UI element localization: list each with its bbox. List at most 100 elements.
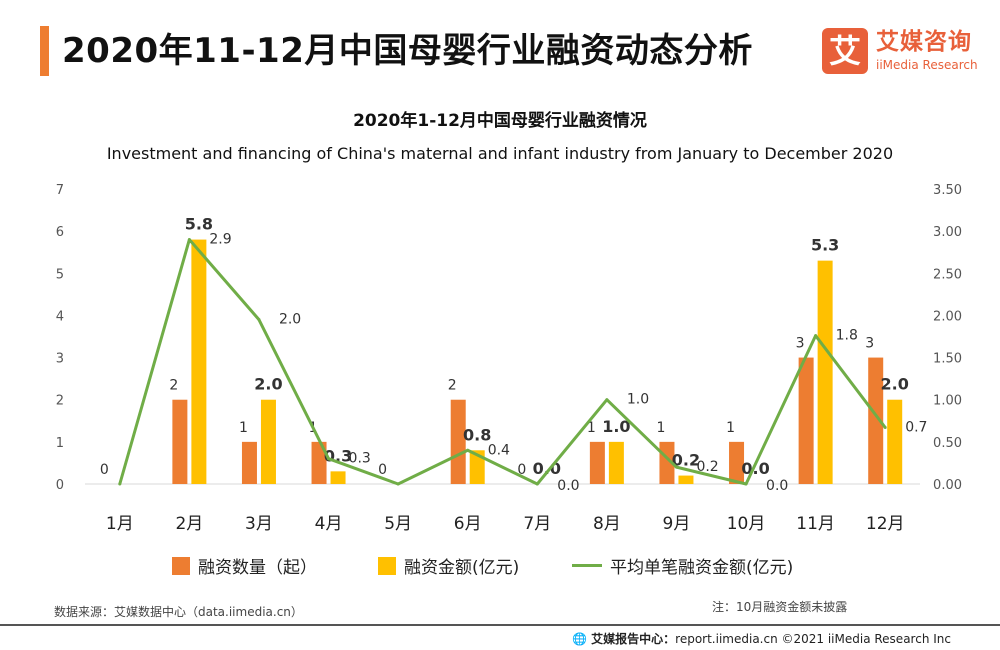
count-data-label: 1: [587, 420, 596, 436]
footer-credit: 🌐 艾媒报告中心：report.iimedia.cn ©2021 iiMedia…: [572, 630, 951, 647]
amount-data-label: 0.0: [741, 459, 769, 478]
count-data-label: 1: [656, 420, 665, 436]
average-amount-point: [744, 482, 748, 486]
legend-item-average: 平均单笔融资金额(亿元): [572, 553, 793, 578]
average-amount-point: [466, 448, 470, 452]
count-data-label: 3: [865, 336, 874, 352]
count-bar: [729, 441, 745, 484]
x-axis-tick-label: 10月: [727, 514, 766, 534]
amount-bar: [608, 441, 624, 484]
right-axis-tick-label: 1.50: [933, 352, 962, 367]
average-data-label: 2.9: [209, 232, 231, 248]
count-bar: [868, 357, 884, 484]
count-bar: [798, 357, 814, 484]
logo-name-en: iiMedia Research: [876, 58, 978, 72]
average-data-label: 0.2: [696, 459, 718, 475]
count-data-label: 0: [517, 462, 526, 478]
average-data-label: 1.0: [627, 392, 649, 408]
amount-data-label: 0.8: [463, 425, 491, 444]
count-data-label: 2: [448, 378, 457, 394]
legend-item-amount: 融资金额(亿元): [378, 553, 519, 578]
amount-bar: [191, 239, 207, 484]
average-amount-point: [257, 318, 261, 322]
average-data-label: 0.3: [349, 451, 371, 467]
count-bar: [589, 441, 605, 484]
count-data-label: 1: [239, 420, 248, 436]
amount-bar: [678, 475, 694, 484]
x-axis-tick-label: 1月: [106, 514, 134, 534]
chart-legend: 融资数量（起） 融资金额(亿元) 平均单笔融资金额(亿元): [0, 553, 1000, 583]
average-amount-point: [327, 457, 331, 461]
x-axis-tick-label: 4月: [315, 514, 343, 534]
average-amount-point: [187, 238, 191, 242]
x-axis-tick-label: 8月: [593, 514, 621, 534]
footer-text: report.iimedia.cn ©2021 iiMedia Research…: [675, 632, 951, 646]
average-data-label: 0.0: [557, 478, 579, 494]
average-amount-point: [535, 482, 539, 486]
left-axis-tick-label: 2: [56, 394, 64, 409]
x-axis-tick-label: 7月: [523, 514, 551, 534]
amount-bar: [817, 260, 833, 484]
amount-data-label: 0.2: [672, 451, 700, 470]
legend-swatch-amount: [378, 556, 396, 575]
legend-swatch-count: [172, 556, 190, 575]
legend-item-count: 融资数量（起）: [172, 553, 317, 578]
amount-bar: [330, 471, 346, 484]
count-bar: [241, 441, 257, 484]
left-axis-tick-label: 0: [56, 478, 64, 493]
amount-data-label: 2.0: [254, 375, 282, 394]
footer-divider: [0, 624, 1000, 626]
average-amount-point: [605, 398, 609, 402]
brand-logo: 艾 艾媒咨询 iiMedia Research: [822, 28, 987, 76]
count-data-label: 3: [796, 336, 805, 352]
count-data-label: 2: [169, 378, 178, 394]
left-axis-tick-label: 3: [56, 352, 64, 367]
x-axis-tick-label: 9月: [663, 514, 691, 534]
count-data-label: 1: [726, 420, 735, 436]
average-amount-point: [883, 426, 887, 430]
count-bar: [450, 399, 466, 484]
chart-subtitle: Investment and financing of China's mate…: [106, 144, 894, 163]
average-amount-point: [814, 334, 818, 338]
amount-data-label: 2.0: [881, 375, 909, 394]
right-axis-tick-label: 0.50: [933, 436, 962, 451]
right-axis-tick-label: 1.00: [933, 394, 962, 409]
right-axis-tick-label: 3.50: [933, 183, 962, 198]
legend-label-amount: 融资金额(亿元): [404, 558, 520, 578]
logo-mark-icon: 艾: [822, 28, 868, 74]
average-data-label: 0.4: [488, 442, 510, 458]
average-data-label: 2.0: [279, 312, 301, 328]
page-title: 2020年11-12月中国母婴行业融资动态分析: [62, 31, 753, 71]
x-axis-tick-label: 2月: [175, 514, 203, 534]
chart-title: 2020年1-12月中国母婴行业融资情况: [353, 111, 647, 131]
chart-footnote: 注：10月融资金额未披露: [712, 600, 848, 614]
right-axis-tick-label: 2.00: [933, 309, 962, 324]
average-amount-point: [674, 465, 678, 469]
legend-label-average: 平均单笔融资金额(亿元): [610, 558, 794, 578]
logo-name-cn: 艾媒咨询: [876, 29, 972, 55]
left-axis-tick-label: 5: [56, 267, 64, 282]
amount-data-label: 5.3: [811, 236, 839, 255]
x-axis-tick-label: 12月: [866, 514, 905, 534]
right-axis-tick-label: 0.00: [933, 478, 962, 493]
left-axis-tick-label: 1: [56, 436, 64, 451]
average-data-label: 0.7: [905, 420, 927, 436]
average-amount-line: [118, 238, 887, 486]
data-source-note: 数据来源：艾媒数据中心（data.iimedia.cn）: [54, 605, 303, 619]
footer-globe-icon: 🌐: [572, 632, 587, 646]
x-axis-tick-label: 6月: [454, 514, 482, 534]
amount-bar: [260, 399, 276, 484]
amount-data-label: 1.0: [602, 417, 630, 436]
right-axis-tick-label: 3.00: [933, 225, 962, 240]
average-data-label: 1.8: [836, 328, 858, 344]
title-accent-bar: [40, 26, 49, 76]
legend-label-count: 融资数量（起）: [198, 558, 317, 578]
average-amount-point: [118, 482, 122, 486]
right-axis-tick-label: 2.50: [933, 267, 962, 282]
amount-data-label: 5.8: [185, 215, 213, 234]
amount-bar: [469, 450, 485, 484]
amount-bar: [887, 399, 903, 484]
x-axis-tick-label: 5月: [384, 514, 412, 534]
footer-label: 艾媒报告中心：: [591, 632, 676, 646]
